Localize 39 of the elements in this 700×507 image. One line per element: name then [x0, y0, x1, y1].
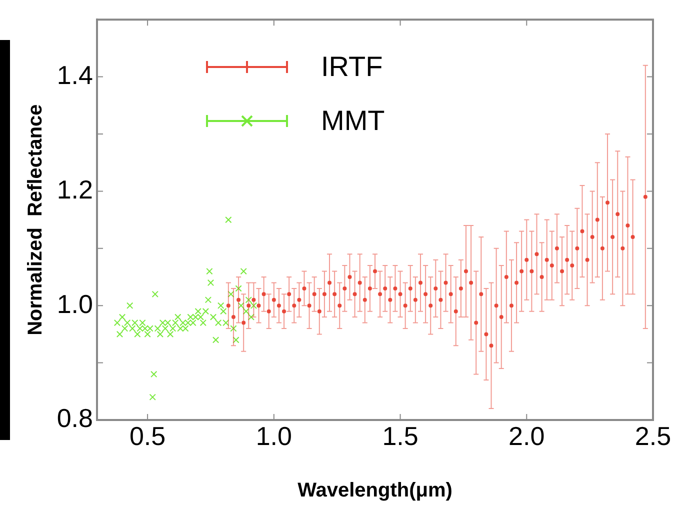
- y-tick-label: 1.4: [56, 60, 93, 90]
- point: [207, 279, 214, 286]
- point: [118, 314, 126, 320]
- point: [228, 290, 234, 298]
- point: [232, 336, 240, 344]
- x-tick-label: 0.5: [129, 420, 166, 451]
- point: [152, 290, 158, 298]
- legend-label: IRTF: [321, 51, 383, 83]
- x-tick-label: 1.0: [256, 420, 292, 451]
- legend-label: MMT: [321, 105, 385, 137]
- point: [235, 285, 242, 292]
- point: [202, 308, 209, 315]
- x-tick-label: 1.5: [382, 420, 418, 451]
- y-tick-label: 0.8: [56, 403, 93, 434]
- point: [222, 319, 230, 326]
- point: [210, 314, 217, 320]
- point: [126, 302, 134, 309]
- x-tick-label: 2.5: [634, 420, 672, 451]
- point: [238, 302, 244, 309]
- point: [204, 296, 212, 304]
- point: [240, 268, 247, 275]
- point: [116, 330, 124, 338]
- point: [214, 319, 222, 326]
- y-axis-title: Normalized Reflectance: [24, 104, 47, 336]
- point: [248, 314, 254, 320]
- point: [225, 216, 232, 224]
- point: [230, 325, 237, 332]
- point: [212, 336, 220, 344]
- x-axis-title: Wavelength(μm): [298, 480, 452, 502]
- point: [242, 308, 250, 315]
- x-tick-label: 2.0: [508, 420, 545, 451]
- point: [206, 268, 213, 275]
- y-tick-label: 1.0: [56, 288, 93, 319]
- point: [245, 296, 252, 304]
- y-tick-label: 1.2: [56, 174, 93, 204]
- point: [150, 370, 158, 378]
- point: [149, 394, 156, 400]
- point: [114, 319, 121, 326]
- point: [250, 302, 258, 309]
